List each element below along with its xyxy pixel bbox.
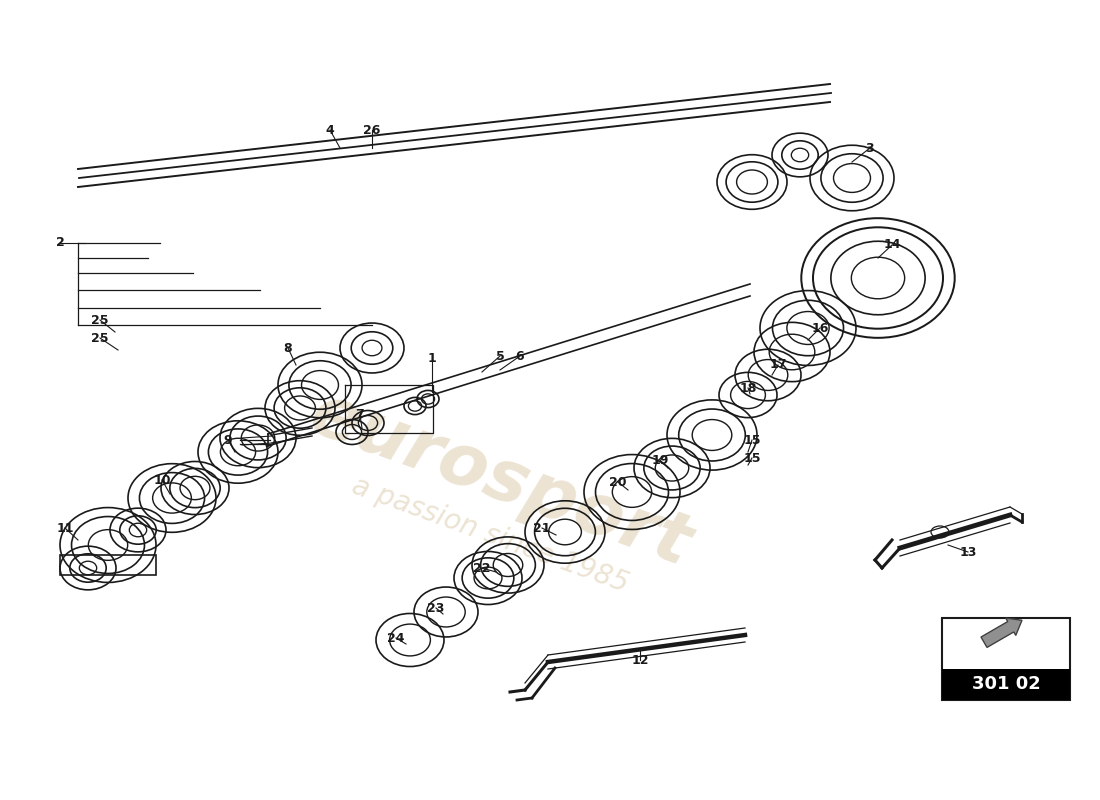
Text: 2: 2 xyxy=(56,237,65,250)
Text: 3: 3 xyxy=(866,142,874,154)
Text: 14: 14 xyxy=(883,238,901,251)
Text: 10: 10 xyxy=(153,474,170,486)
Text: 5: 5 xyxy=(496,350,505,362)
Text: 9: 9 xyxy=(223,434,232,446)
Text: 26: 26 xyxy=(363,123,381,137)
Text: 13: 13 xyxy=(959,546,977,558)
Text: 24: 24 xyxy=(387,631,405,645)
Bar xyxy=(942,669,1070,700)
Text: 6: 6 xyxy=(516,350,525,362)
Text: 17: 17 xyxy=(769,358,786,371)
Text: 21: 21 xyxy=(534,522,551,534)
Text: 25: 25 xyxy=(91,314,109,326)
Text: a passion since 1985: a passion since 1985 xyxy=(348,472,632,598)
Text: 301 02: 301 02 xyxy=(971,675,1041,694)
Text: 15: 15 xyxy=(744,434,761,446)
Text: 1: 1 xyxy=(428,351,437,365)
Text: 12: 12 xyxy=(631,654,649,666)
Text: eurosport: eurosport xyxy=(300,379,700,581)
Text: 19: 19 xyxy=(651,454,669,466)
Text: 25: 25 xyxy=(91,331,109,345)
Text: 7: 7 xyxy=(355,409,364,422)
Text: 20: 20 xyxy=(609,475,627,489)
Text: 11: 11 xyxy=(56,522,74,534)
Text: 8: 8 xyxy=(284,342,293,354)
Bar xyxy=(60,555,156,575)
Text: 15: 15 xyxy=(744,451,761,465)
Text: 18: 18 xyxy=(739,382,757,394)
FancyArrow shape xyxy=(981,618,1022,647)
Text: 4: 4 xyxy=(326,123,334,137)
Bar xyxy=(942,618,1070,700)
Text: 16: 16 xyxy=(812,322,828,334)
Text: 23: 23 xyxy=(427,602,444,614)
Text: 22: 22 xyxy=(473,562,491,574)
